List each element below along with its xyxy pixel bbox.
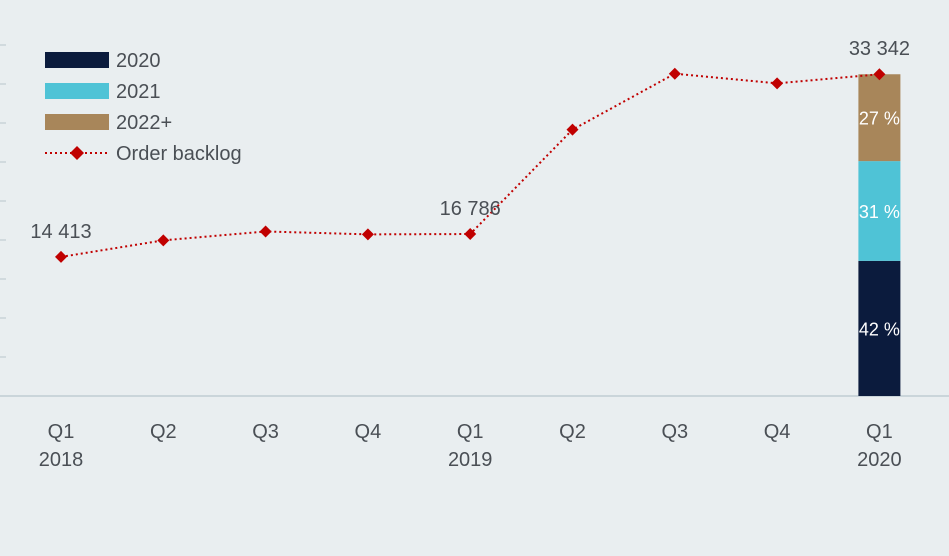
- legend-marker-swatch: [70, 146, 84, 160]
- order-backlog-marker: [464, 228, 477, 241]
- x-tick-label-quarter: Q3: [661, 421, 688, 443]
- data-label: 33 342: [849, 38, 910, 60]
- x-tick-label-quarter: Q3: [252, 421, 279, 443]
- order-backlog-marker: [566, 123, 579, 136]
- x-tick-label-year: 2020: [857, 449, 902, 471]
- order-backlog-marker: [771, 77, 784, 90]
- order-backlog-line: [55, 67, 886, 263]
- legend-label: 2022+: [116, 112, 172, 134]
- x-tick-label-quarter: Q1: [48, 421, 75, 443]
- bar-segment-2022: [858, 74, 901, 162]
- x-tick-label-quarter: Q1: [457, 421, 484, 443]
- legend: 2020 2021 2022+ Order backlog: [45, 50, 242, 165]
- legend-swatch: [45, 114, 109, 130]
- x-tick-label-quarter: Q2: [150, 421, 177, 443]
- x-tick-label-year: 2018: [39, 449, 84, 471]
- x-tick-label-quarter: Q4: [355, 421, 382, 443]
- bar-segment-label: 42 %: [859, 319, 900, 339]
- order-backlog-marker: [361, 228, 374, 241]
- x-tick-label-quarter: Q4: [764, 421, 791, 443]
- data-labels: 14 413 16 786 33 342: [30, 38, 910, 243]
- bar-segment-label: 27 %: [859, 109, 900, 129]
- legend-swatch: [45, 83, 109, 99]
- legend-label: 2020: [116, 50, 161, 72]
- data-label: 16 786: [440, 198, 501, 220]
- x-tick-label-quarter: Q2: [559, 421, 586, 443]
- stacked-bar: 42 % 31 % 27 %: [858, 74, 901, 396]
- x-tick-label-year: 2019: [448, 449, 493, 471]
- order-backlog-marker: [873, 68, 886, 81]
- legend-label: 2021: [116, 81, 161, 103]
- bar-segment-label: 31 %: [859, 202, 900, 222]
- bar-segment-2020: [858, 260, 901, 396]
- order-backlog-marker: [55, 250, 67, 263]
- legend-label: Order backlog: [116, 143, 242, 165]
- order-backlog-marker: [668, 67, 681, 80]
- order-backlog-marker: [259, 225, 272, 238]
- axis-layer: Q1 2018 Q2 Q3 Q4 Q1 2019 Q2 Q3 Q4 Q1 2020: [0, 44, 949, 471]
- bar-segment-2021: [858, 161, 901, 261]
- x-tick-label-quarter: Q1: [866, 421, 893, 443]
- data-label: 14 413: [30, 221, 91, 243]
- legend-swatch: [45, 52, 109, 68]
- order-backlog-marker: [157, 234, 170, 247]
